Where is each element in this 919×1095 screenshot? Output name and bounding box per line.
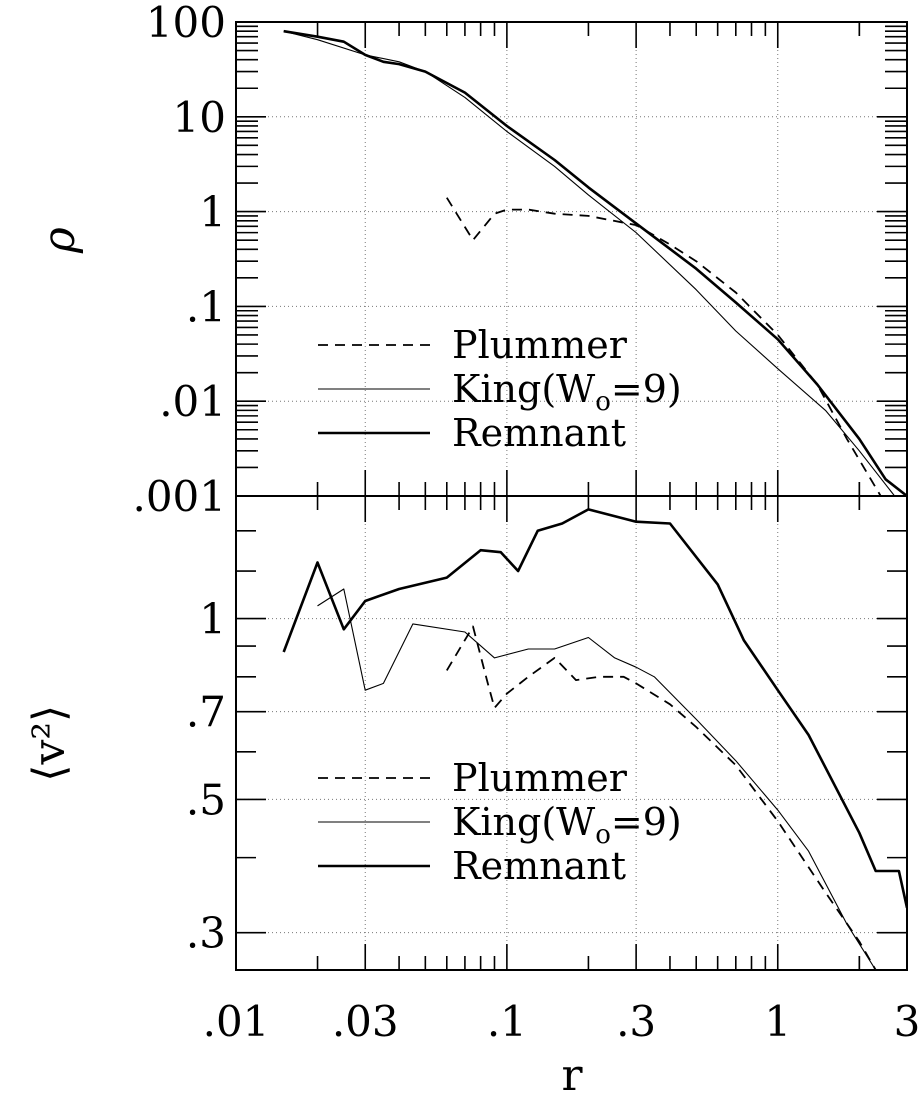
series-group (282, 508, 907, 970)
y-axis-title: ρ (34, 227, 85, 254)
plot-frame (235, 495, 908, 971)
x-tick-label: 3 (894, 997, 919, 1046)
legend-label: King(Wo=9) (452, 800, 682, 850)
series-line-plummer (446, 625, 877, 970)
y-tick-label: 1 (199, 595, 226, 644)
y-tick-label: .5 (186, 775, 226, 824)
x-tick-label: .1 (487, 997, 527, 1046)
legend-label: King(Wo=9) (452, 367, 682, 417)
legend-label: Plummer (452, 323, 628, 367)
x-tick-label: .01 (203, 997, 270, 1046)
y-axis-title-text: ⟨v²⟩ (24, 705, 75, 782)
legend-label: Remnant (452, 844, 626, 888)
x-tick-label: .03 (332, 997, 399, 1046)
x-tick-label: 1 (764, 997, 791, 1046)
y-tick-label: .1 (186, 282, 226, 331)
x-tick-label: .3 (616, 997, 656, 1046)
y-tick-label: .3 (186, 909, 226, 958)
series-line-king-wo-9- (317, 588, 877, 970)
y-axis-title: ⟨v²⟩ (24, 705, 75, 782)
series-line-remnant (282, 508, 907, 909)
series-group (283, 29, 907, 496)
legend-label: Plummer (452, 756, 628, 800)
x-axis-title: r (561, 1050, 583, 1095)
y-tick-label: 10 (173, 93, 226, 142)
y-tick-label: 1 (199, 188, 226, 237)
y-tick-label: .01 (159, 377, 226, 426)
legend-label: Remnant (452, 411, 626, 455)
y-tick-label: .001 (132, 472, 226, 521)
y-tick-label: .7 (186, 688, 226, 737)
series-line-remnant (283, 29, 907, 496)
y-tick-label: 100 (146, 0, 226, 47)
series-line-king-wo-9- (283, 30, 907, 496)
